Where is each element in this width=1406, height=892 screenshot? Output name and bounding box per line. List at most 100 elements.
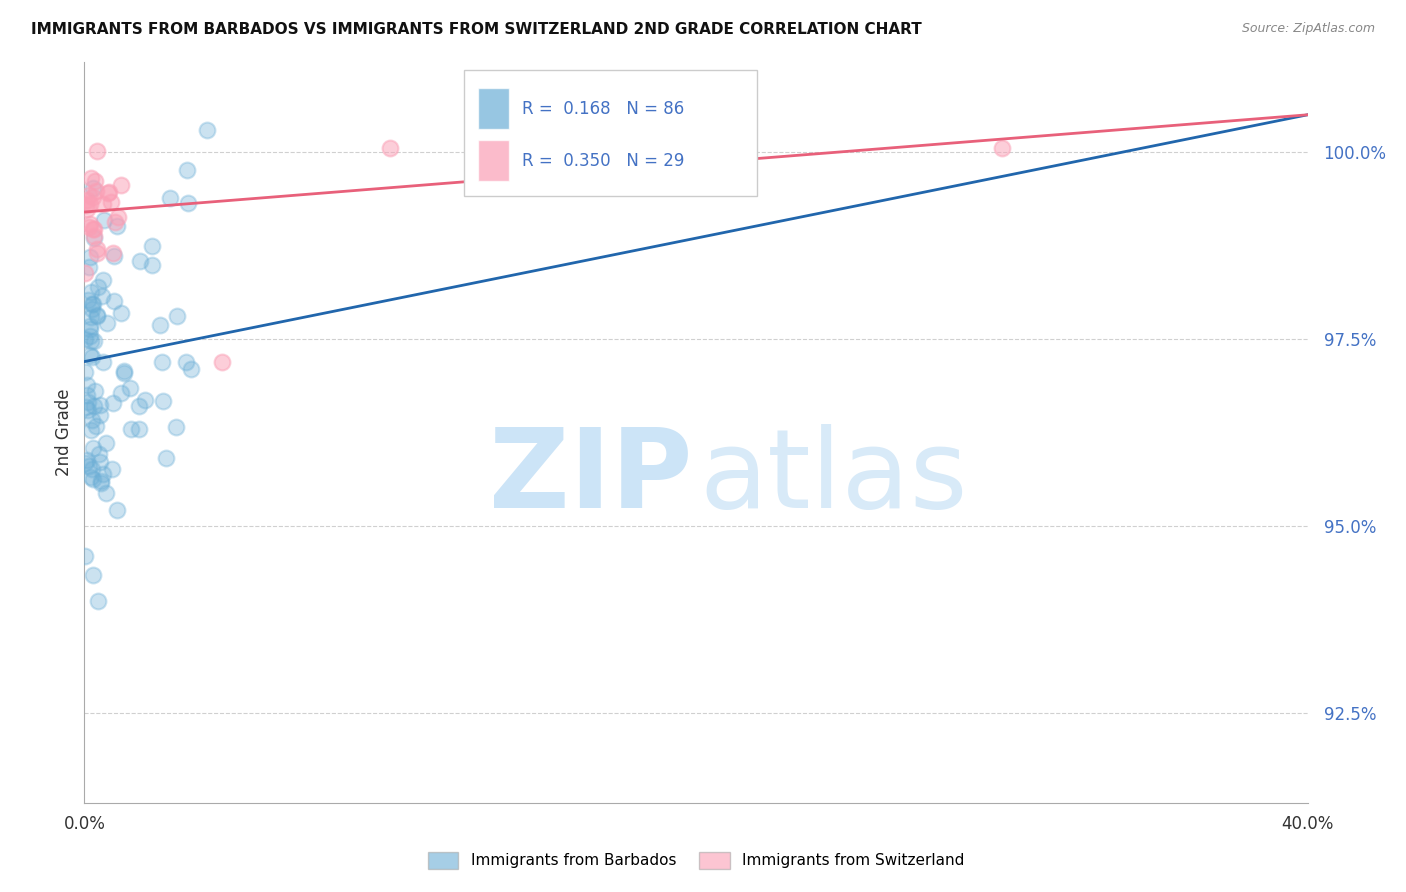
Point: [195, 122, 218, 136]
Point: [110, 178, 132, 192]
Point: [83, 334, 105, 349]
Point: [159, 191, 181, 205]
Point: [83, 229, 105, 244]
Point: [80, 423, 103, 437]
Point: [80, 302, 103, 317]
Point: [91, 467, 114, 481]
Point: [77, 260, 100, 275]
Point: [79, 319, 101, 334]
Point: [97, 186, 120, 200]
Point: [96, 436, 118, 450]
FancyBboxPatch shape: [478, 140, 509, 181]
Point: [103, 249, 125, 263]
Point: [86, 246, 108, 260]
Point: [80, 285, 103, 300]
Point: [86, 309, 108, 323]
Point: [155, 450, 177, 465]
Point: [79, 321, 101, 335]
Point: [87, 280, 110, 294]
Point: [80, 334, 103, 348]
Point: [150, 355, 173, 369]
Point: [76, 403, 98, 417]
Point: [76, 387, 98, 401]
Point: [79, 348, 101, 362]
Text: IMMIGRANTS FROM BARBADOS VS IMMIGRANTS FROM SWITZERLAND 2ND GRADE CORRELATION CH: IMMIGRANTS FROM BARBADOS VS IMMIGRANTS F…: [31, 22, 922, 37]
Point: [86, 144, 108, 158]
Point: [110, 306, 132, 320]
Point: [76, 377, 98, 392]
Point: [79, 328, 101, 343]
Point: [180, 362, 202, 376]
Legend: Immigrants from Barbados, Immigrants from Switzerland: Immigrants from Barbados, Immigrants fro…: [427, 852, 965, 869]
Point: [101, 246, 124, 260]
Point: [77, 459, 100, 474]
Point: [101, 462, 124, 476]
Point: [82, 471, 104, 485]
Point: [80, 170, 103, 185]
Point: [89, 409, 111, 423]
Point: [84, 418, 107, 433]
Point: [75, 332, 97, 346]
Point: [110, 386, 132, 401]
Text: R =  0.350   N = 29: R = 0.350 N = 29: [522, 152, 685, 169]
Point: [128, 422, 150, 436]
Point: [91, 288, 114, 302]
Point: [77, 395, 100, 409]
Point: [75, 198, 97, 212]
Point: [105, 219, 128, 234]
Point: [134, 393, 156, 408]
Point: [141, 239, 163, 253]
Point: [97, 186, 120, 200]
Text: atlas: atlas: [700, 424, 969, 531]
Point: [83, 384, 105, 398]
Point: [80, 350, 103, 364]
FancyBboxPatch shape: [478, 88, 509, 129]
Point: [82, 441, 104, 455]
Point: [96, 316, 118, 330]
Point: [89, 398, 111, 412]
Point: [83, 231, 105, 245]
Point: [112, 366, 135, 380]
Point: [83, 222, 105, 236]
Text: Source: ZipAtlas.com: Source: ZipAtlas.com: [1241, 22, 1375, 36]
FancyBboxPatch shape: [464, 70, 758, 195]
Point: [79, 250, 101, 264]
Point: [89, 455, 111, 469]
Point: [82, 296, 104, 310]
Point: [991, 141, 1014, 155]
Point: [82, 180, 104, 194]
Point: [100, 194, 122, 209]
Point: [91, 273, 114, 287]
Point: [149, 318, 172, 332]
Point: [73, 365, 96, 379]
Point: [82, 190, 104, 204]
Point: [76, 193, 98, 207]
Point: [120, 422, 142, 436]
Point: [103, 294, 125, 309]
Point: [82, 222, 104, 236]
Point: [87, 447, 110, 461]
Point: [165, 420, 187, 434]
Point: [73, 266, 96, 280]
Point: [104, 215, 127, 229]
Point: [141, 258, 163, 272]
Point: [84, 184, 107, 198]
Point: [93, 213, 115, 227]
Point: [77, 219, 100, 234]
Point: [80, 296, 103, 310]
Text: R =  0.168   N = 86: R = 0.168 N = 86: [522, 100, 685, 118]
Point: [82, 413, 104, 427]
Point: [83, 174, 105, 188]
Point: [112, 364, 135, 378]
Point: [80, 469, 103, 483]
Point: [128, 254, 150, 268]
Point: [91, 197, 114, 211]
Point: [90, 474, 112, 488]
Point: [77, 293, 100, 307]
Point: [105, 503, 128, 517]
Text: ZIP: ZIP: [489, 424, 692, 531]
Point: [86, 309, 108, 323]
Point: [211, 354, 233, 368]
Point: [176, 162, 198, 177]
Point: [82, 567, 104, 582]
